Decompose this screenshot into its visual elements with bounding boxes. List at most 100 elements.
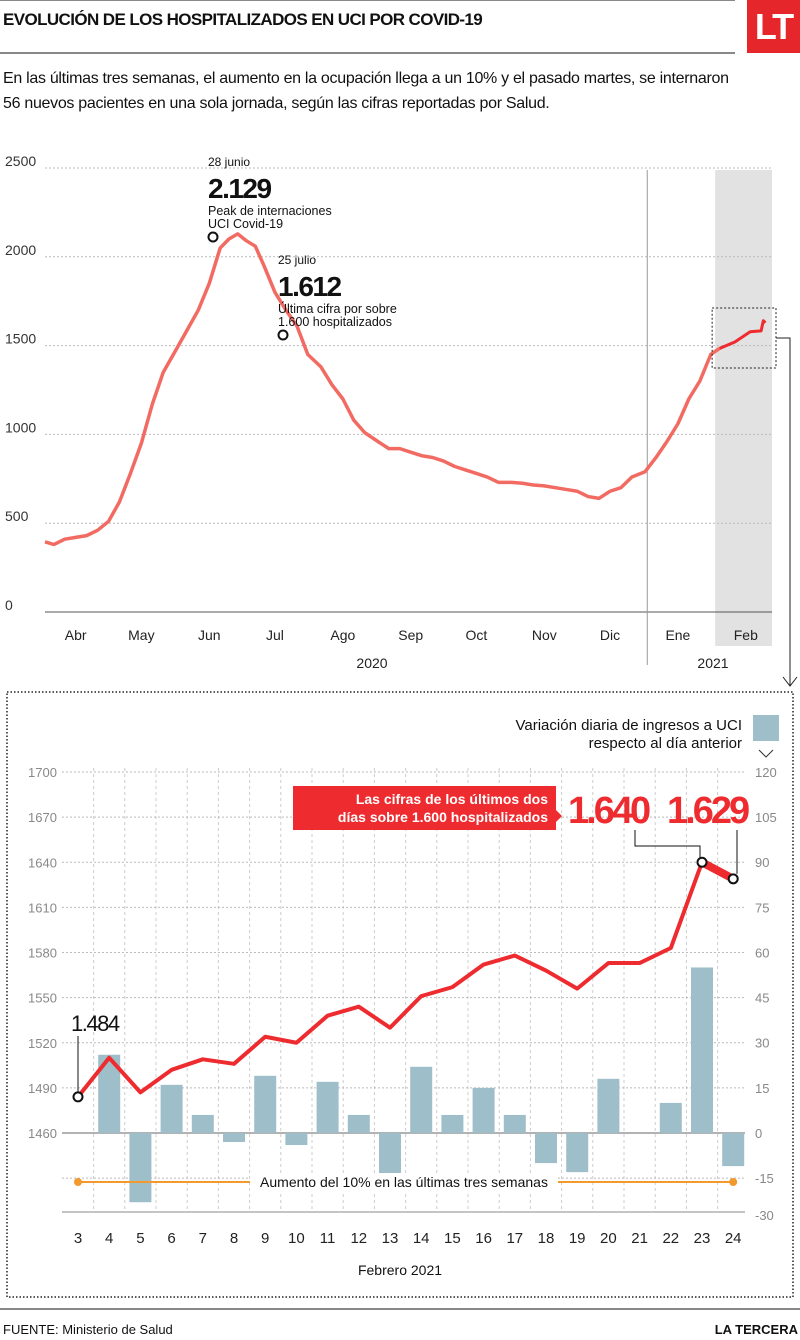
annotation-text: Peak de internaciones bbox=[208, 204, 332, 218]
range-label: Aumento del 10% en las últimas tres sema… bbox=[260, 1174, 548, 1190]
y-left-tick-label: 1610 bbox=[28, 900, 57, 915]
y-left-tick-label: 1520 bbox=[28, 1036, 57, 1051]
y-tick-label: 2000 bbox=[5, 242, 36, 258]
y-right-tick-label: 75 bbox=[755, 900, 769, 915]
y-tick-label: 1500 bbox=[5, 331, 36, 347]
legend-text: Variación diaria de ingresos a UCI bbox=[515, 717, 742, 734]
annotation-date: 25 julio bbox=[278, 253, 316, 267]
bar bbox=[566, 1133, 589, 1173]
x-axis-title: Febrero 2021 bbox=[358, 1262, 442, 1278]
bar bbox=[379, 1133, 401, 1176]
y-left-tick-label: 1490 bbox=[28, 1081, 57, 1096]
source: FUENTE: Ministerio de Salud bbox=[3, 1322, 173, 1337]
range-endpoint bbox=[74, 1178, 82, 1186]
annotation-value: 1.612 bbox=[278, 271, 341, 302]
x-tick-label: 19 bbox=[569, 1230, 586, 1247]
x-tick-label: May bbox=[128, 627, 154, 643]
overview-chart: 0 500 1000 1500 2000 2500 Abr May Jun Jul Ago Sep Oc… bbox=[5, 153, 798, 687]
bar bbox=[254, 1075, 277, 1133]
annotation-marker bbox=[277, 329, 289, 341]
x-tick-label: 7 bbox=[199, 1230, 207, 1247]
y-right-tick-label: 120 bbox=[755, 765, 777, 780]
year-label: 2021 bbox=[697, 655, 728, 671]
callout-text: Las cifras de los últimos dos bbox=[356, 791, 548, 807]
x-tick-label: Jul bbox=[266, 627, 284, 643]
x-tick-label: Jun bbox=[198, 627, 221, 643]
bar bbox=[472, 1087, 495, 1133]
x-tick-label: 18 bbox=[538, 1230, 555, 1247]
x-tick-label: Abr bbox=[65, 627, 87, 643]
annotation-date: 28 junio bbox=[208, 155, 250, 169]
february-chart: 3 4 5 6 7 8 9 10 11 12 13 14 15 16 17 18 19 20 21 22 23 24146… bbox=[6, 691, 794, 1298]
page-title: EVOLUCIÓN DE LOS HOSPITALIZADOS EN UCI P… bbox=[3, 10, 483, 29]
y-left-tick-label: 1640 bbox=[28, 855, 57, 870]
y-tick-label: 0 bbox=[5, 597, 13, 613]
series-line bbox=[76, 860, 735, 1099]
y-tick-label: 1000 bbox=[5, 419, 36, 435]
bar bbox=[503, 1114, 526, 1133]
bar bbox=[659, 1102, 682, 1133]
bar bbox=[316, 1081, 339, 1133]
bar bbox=[223, 1133, 245, 1143]
connector-line bbox=[776, 337, 791, 685]
highlight-band bbox=[715, 170, 772, 646]
x-tick-label: 4 bbox=[105, 1230, 113, 1247]
annotation-marker bbox=[207, 231, 219, 243]
x-tick-label: 17 bbox=[506, 1230, 523, 1247]
y-right-tick-label: 0 bbox=[755, 1126, 762, 1141]
x-tick-label: 15 bbox=[444, 1230, 461, 1247]
leader-line bbox=[634, 830, 701, 858]
bar bbox=[285, 1133, 308, 1146]
x-tick-label: 22 bbox=[662, 1230, 679, 1247]
series-line-february bbox=[718, 319, 767, 350]
callout-value: 1.629 bbox=[667, 790, 749, 832]
x-tick-label: 6 bbox=[167, 1230, 175, 1247]
annotation-text: Última cifra por sobre bbox=[278, 301, 397, 316]
legend-text: respecto al día anterior bbox=[589, 735, 742, 752]
logo: LT bbox=[747, 0, 800, 53]
year-label: 2020 bbox=[356, 655, 387, 671]
chevron-down-icon bbox=[758, 749, 774, 758]
y-right-tick-label: 45 bbox=[755, 991, 769, 1006]
callout-text: días sobre 1.600 hospitalizados bbox=[338, 809, 548, 825]
bar bbox=[98, 1054, 121, 1133]
bar bbox=[129, 1133, 152, 1203]
x-tick-label: 16 bbox=[475, 1230, 492, 1247]
brand: LA TERCERA bbox=[714, 1322, 798, 1337]
y-right-tick-label: 30 bbox=[755, 1036, 769, 1051]
x-tick-label: 20 bbox=[600, 1230, 617, 1247]
bar bbox=[441, 1114, 464, 1133]
x-tick-label: Sep bbox=[398, 627, 423, 643]
bar bbox=[597, 1078, 620, 1133]
y-left-tick-label: 1460 bbox=[28, 1126, 57, 1141]
annotation-value: 2.129 bbox=[208, 173, 271, 204]
callout-box bbox=[293, 786, 562, 830]
bar bbox=[347, 1114, 370, 1133]
start-value-label: 1.484 bbox=[71, 1011, 120, 1036]
x-tick-label: Oct bbox=[466, 627, 488, 643]
bar bbox=[160, 1084, 183, 1133]
data-marker bbox=[727, 873, 739, 885]
data-marker bbox=[696, 856, 708, 868]
x-tick-label: Ene bbox=[665, 627, 690, 643]
x-tick-label: 14 bbox=[413, 1230, 430, 1247]
x-tick-label: 8 bbox=[230, 1230, 238, 1247]
divider bbox=[0, 52, 735, 54]
data-marker bbox=[72, 1091, 84, 1103]
x-tick-label: Dic bbox=[600, 627, 620, 643]
annotation-text: UCI Covid-19 bbox=[208, 217, 283, 231]
x-tick-label: 13 bbox=[382, 1230, 399, 1247]
series-line bbox=[44, 232, 721, 547]
x-tick-label: 12 bbox=[350, 1230, 367, 1247]
bar bbox=[535, 1133, 557, 1164]
x-tick-label: Ago bbox=[330, 627, 355, 643]
y-right-tick-label: 90 bbox=[755, 855, 769, 870]
y-right-tick-label: -15 bbox=[755, 1171, 774, 1186]
divider bbox=[0, 0, 735, 1]
x-tick-label: 24 bbox=[725, 1230, 742, 1247]
x-tick-label: 11 bbox=[320, 1230, 336, 1247]
x-tick-label: 9 bbox=[261, 1230, 269, 1247]
y-left-tick-label: 1580 bbox=[28, 946, 57, 961]
